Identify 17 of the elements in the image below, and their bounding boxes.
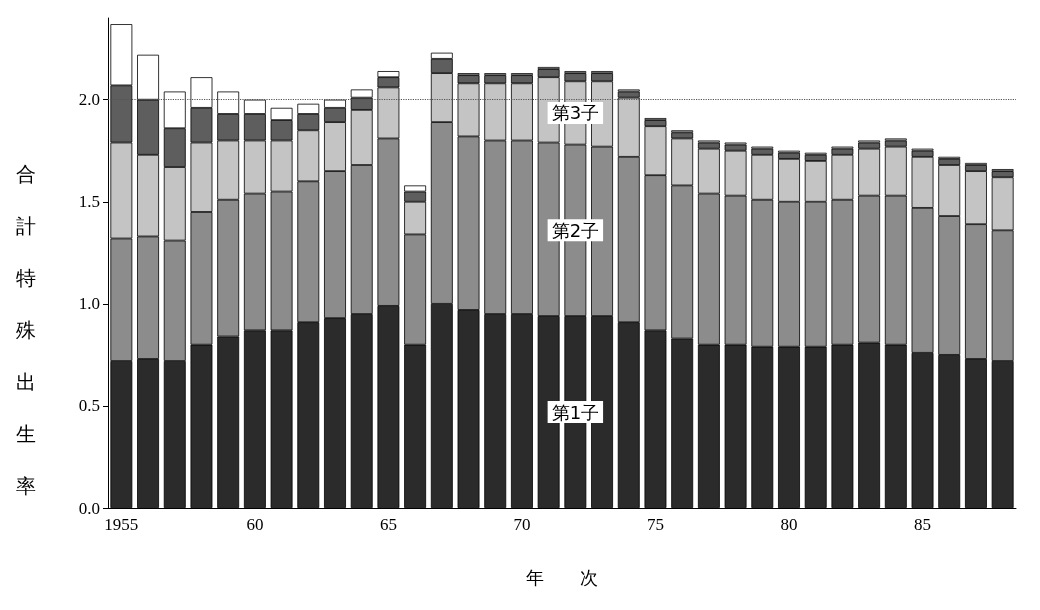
series-label: 第3子 bbox=[551, 102, 600, 124]
series-label: 第1子 bbox=[551, 401, 600, 423]
y-tick-label: 1.5 bbox=[78, 192, 100, 212]
y-tick-label: 0.5 bbox=[78, 396, 100, 416]
y-tick-label: 0.0 bbox=[78, 498, 100, 518]
y-tick-label: 1.0 bbox=[78, 294, 100, 314]
x-tick-label: 1955 bbox=[104, 515, 139, 534]
x-tick-label: 75 bbox=[646, 515, 664, 534]
x-tick-label: 70 bbox=[513, 515, 531, 534]
x-tick-label: 60 bbox=[246, 515, 264, 534]
x-tick-label: 85 bbox=[914, 515, 932, 534]
text: 合計特殊出生率 bbox=[16, 162, 36, 498]
series-label: 第2子 bbox=[551, 219, 600, 241]
y-tick-label: 2.0 bbox=[78, 90, 100, 110]
x-tick-label: 65 bbox=[379, 515, 397, 534]
x-tick-label: 80 bbox=[780, 515, 798, 534]
x-axis-title: 年 次 bbox=[526, 566, 598, 588]
